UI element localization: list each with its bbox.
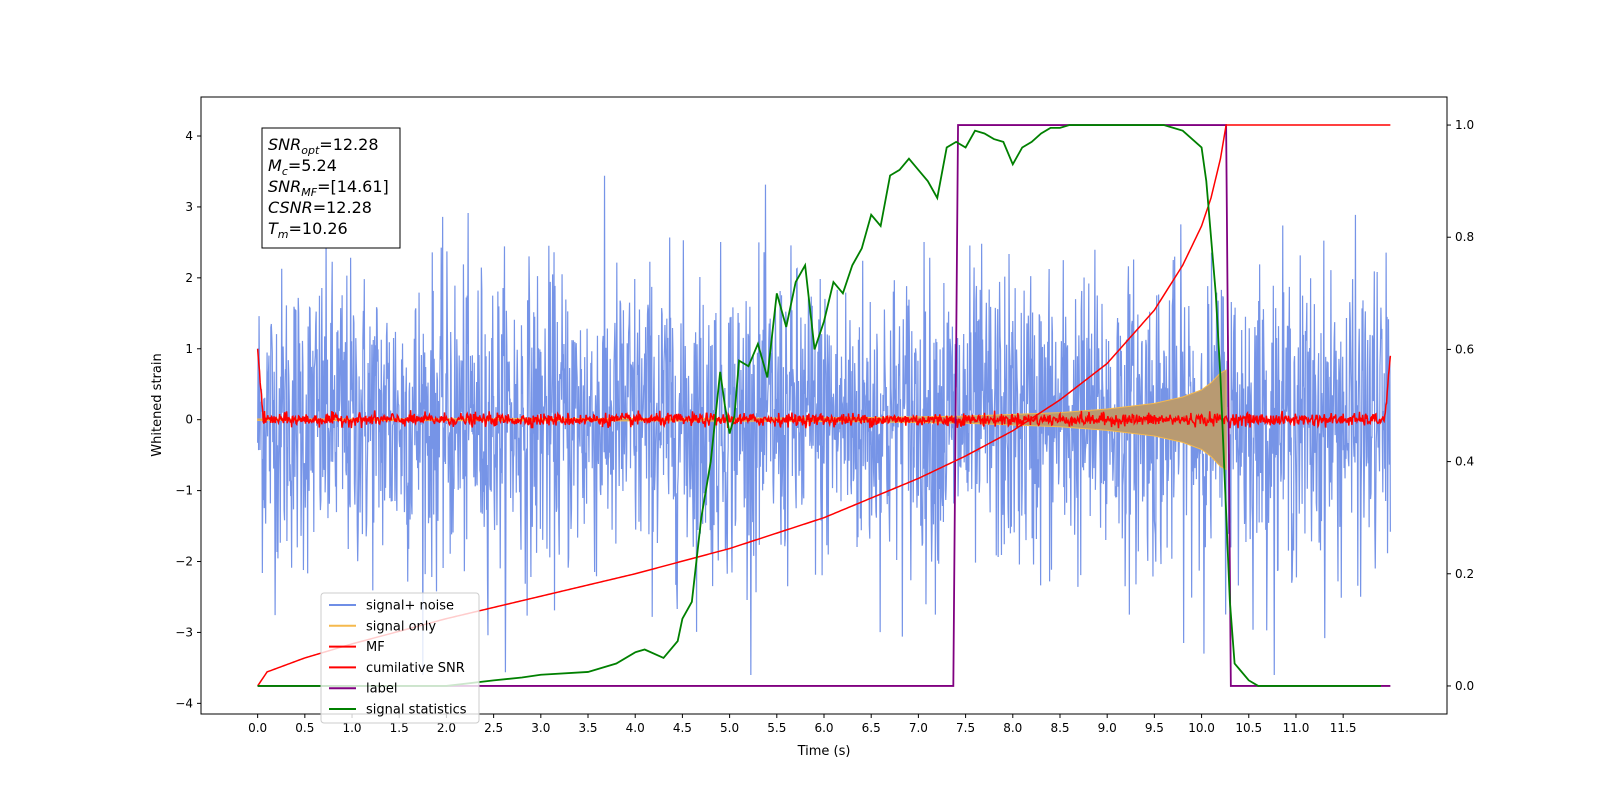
x-tick-label: 6.0 [814, 721, 833, 735]
legend-label: label [366, 682, 397, 697]
annotation-symbol: M [268, 156, 282, 175]
x-tick-label: 9.5 [1145, 721, 1164, 735]
x-tick-label: 10.5 [1235, 721, 1262, 735]
x-tick-label: 10.0 [1188, 721, 1215, 735]
y-axis-title: Whitened strain [150, 353, 165, 456]
x-tick-label: 8.5 [1050, 721, 1069, 735]
annotation-symbol: T [268, 219, 279, 238]
y-tick-label: −4 [175, 696, 193, 710]
y2-tick-label: 0.4 [1455, 455, 1474, 469]
annotation-subscript: c [282, 165, 288, 178]
x-tick-label: 0.0 [248, 721, 267, 735]
x-tick-label: 0.5 [295, 721, 314, 735]
annotation-line: Tm=10.26 [268, 219, 348, 241]
annotation-symbol: SNR [268, 135, 301, 154]
annotation-value: =12.28 [313, 198, 372, 217]
y-tick-label: 2 [185, 271, 193, 285]
x-tick-label: 2.5 [484, 721, 503, 735]
annotation-value: =12.28 [319, 135, 378, 154]
x-tick-label: 7.5 [956, 721, 975, 735]
y-tick-label: 3 [185, 200, 193, 214]
series-mf [256, 348, 1392, 429]
legend-frame [320, 592, 480, 724]
annotation-subscript: MF [301, 186, 317, 199]
x-tick-label: 1.0 [342, 721, 361, 735]
y-tick-label: 0 [185, 413, 193, 427]
x-tick-label: 9.0 [1098, 721, 1117, 735]
annotation-value: =5.24 [288, 156, 337, 175]
legend: signal+ noise signal only MF cumilative SNR… [320, 592, 480, 724]
annotation-line: SNRopt=12.28 [268, 135, 379, 157]
y2-tick-label: 0.0 [1455, 679, 1474, 693]
y-axis-right: 0.0 0.2 0.4 0.6 0.8 1.0 [1447, 118, 1474, 693]
legend-label: cumilative SNR [366, 661, 465, 676]
x-tick-label: 2.0 [437, 721, 456, 735]
x-tick-label: 1.5 [390, 721, 409, 735]
y2-tick-label: 0.6 [1455, 342, 1474, 356]
x-tick-label: 3.5 [578, 721, 597, 735]
x-tick-label: 4.5 [673, 721, 692, 735]
legend-label: signal only [366, 619, 436, 634]
y-axis-left: −4 −3 −2 −1 0 1 2 3 4 [175, 129, 201, 710]
y2-tick-label: 0.2 [1455, 567, 1474, 581]
y2-tick-label: 0.8 [1455, 230, 1474, 244]
x-tick-label: 5.5 [767, 721, 786, 735]
annotation-box: SNRopt=12.28Mc=5.24SNRMF=[14.61]CSNR=12.… [261, 127, 401, 249]
y-tick-label: −1 [175, 484, 193, 498]
x-tick-label: 4.0 [626, 721, 645, 735]
x-tick-label: 7.0 [909, 721, 928, 735]
annotation-line: CSNR=12.28 [268, 198, 372, 217]
annotation-frame [261, 127, 401, 249]
x-tick-label: 6.5 [862, 721, 881, 735]
annotation-symbol: SNR [268, 177, 301, 196]
x-axis-title: Time (s) [797, 744, 851, 759]
y-tick-label: −3 [175, 625, 193, 639]
x-axis: 0.0 0.5 1.0 1.5 2.0 2.5 3.0 3.5 4.0 4.5 5.0 5.5 6.0 6… [248, 714, 1357, 735]
annotation-line: SNRMF=[14.61] [268, 177, 389, 199]
x-tick-label: 3.0 [531, 721, 550, 735]
y-tick-label: 4 [185, 129, 193, 143]
x-tick-label: 5.0 [720, 721, 739, 735]
annotation-line: Mc=5.24 [268, 156, 337, 178]
series-signal-statistics [257, 124, 1381, 687]
plot-area [256, 124, 1392, 687]
annotation-subscript: opt [301, 144, 320, 157]
annotation-subscript: m [278, 228, 289, 241]
legend-label: MF [366, 640, 385, 655]
legend-label: signal+ noise [366, 599, 454, 614]
y-tick-label: −2 [175, 555, 193, 569]
y2-tick-label: 1.0 [1455, 118, 1474, 132]
annotation-value: =[14.61] [317, 177, 389, 196]
annotation-symbol: CSNR [268, 198, 313, 217]
legend-label: signal statistics [366, 703, 467, 718]
x-tick-label: 11.5 [1330, 721, 1357, 735]
annotation-value: =10.26 [289, 219, 348, 238]
x-tick-label: 8.0 [1003, 721, 1022, 735]
y-tick-label: 1 [185, 342, 193, 356]
x-tick-label: 11.0 [1283, 721, 1310, 735]
series-signal-noise [257, 175, 1391, 675]
